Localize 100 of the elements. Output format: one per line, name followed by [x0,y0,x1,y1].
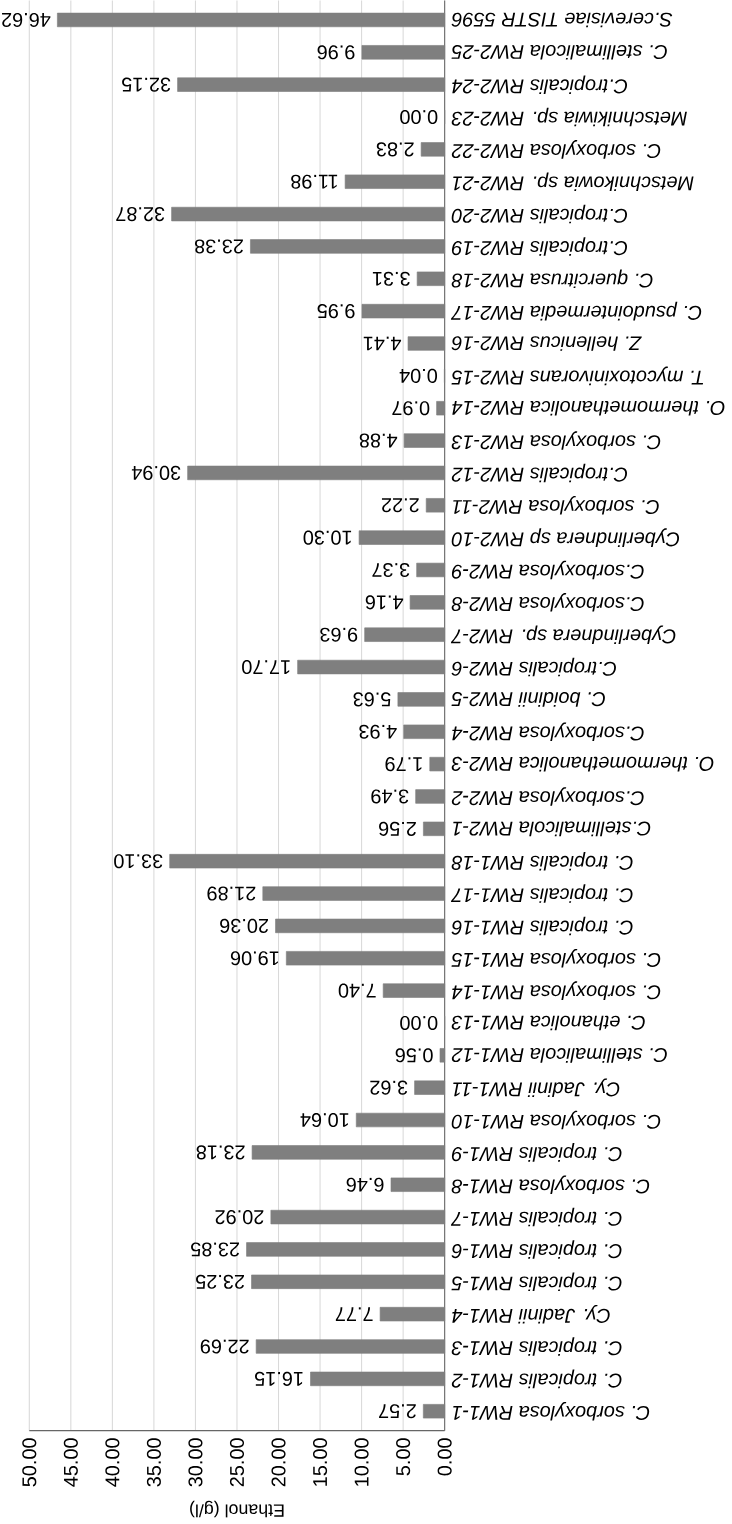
bar [425,498,445,513]
y-tick-label: C. tropicalis RW1-5 [451,1272,622,1292]
y-tick-label: T. mycotoxinivorans RW2-15 [451,366,703,386]
bar [251,1274,445,1289]
bar [390,1177,445,1192]
bar [56,12,445,28]
y-tick-label: C. tropicalis RW1-17 [450,884,633,903]
data-label: 4.88 [359,433,398,448]
data-label: 7.40 [338,983,376,998]
data-label: 23.18 [196,1145,245,1160]
y-tick-label: C.tropicalis RW2-6 [451,657,616,677]
data-label: 20.36 [220,918,268,933]
data-label: 2.56 [378,821,416,836]
bar [414,1080,445,1095]
data-label: 3.49 [371,789,409,804]
bar [275,918,445,934]
data-label: 19.06 [230,951,279,966]
bar [403,724,445,739]
x-tick-label: 0.00 [437,1438,452,1476]
bar [422,1404,445,1419]
y-tick-label: C. sorboxylosa RW1-8 [451,1175,650,1195]
y-tick-label: C. sorboxylosa RW2-22 [451,140,661,159]
data-label: 16.15 [254,1371,303,1386]
data-label: 21.89 [207,886,256,901]
bar [255,1339,445,1354]
x-tick-label: 40.00 [105,1438,120,1487]
bar [262,886,445,901]
data-label: 2.83 [376,142,414,157]
y-tick-label: C. sorboxylosa RW2-11 [453,496,659,515]
y-tick-label: C.sorboxylosa RW2-2 [451,787,644,806]
y-tick-label: Cy. Jadinii RW1-4 [452,1304,610,1324]
bar [439,1048,445,1063]
bar [251,1145,445,1160]
data-label: 9.63 [320,627,358,642]
y-tick-label: C. sorboxylosa RW2-13 [451,431,661,450]
bar [177,77,445,92]
y-tick-label: C. sorboxylosa RW1-10 [451,1110,661,1130]
data-label: 11.98 [291,174,338,189]
y-tick-label: C.sorboxylosa RW2-9 [451,560,644,580]
data-label: 33.10 [114,854,163,869]
data-label: 23.25 [195,1274,244,1289]
bar [397,692,445,707]
data-label: 3.31 [372,271,410,286]
data-label: 46.62 [1,12,51,27]
bar [171,206,445,222]
bar [379,1307,445,1322]
y-tick-label: Cyberlindnera sp. RW2-7 [450,625,676,644]
x-tick-label: 5.00 [396,1438,411,1476]
y-tick-label: O. thermomethanolica RW2-14 [452,400,725,416]
bar [420,142,445,157]
y-tick-label: Z. hellenicus RW2-16 [451,336,642,351]
data-label: 6.46 [346,1177,384,1192]
y-tick-label: C.tropicalis RW2-20 [451,204,627,224]
bar [361,45,445,60]
y-tick-label: Metschnikowia sp. RW2-21 [453,172,694,191]
x-axis-title: Ethanol (g/l) [190,1500,284,1518]
bar [169,854,445,869]
data-label: 2.57 [378,1404,416,1419]
data-label: 4.93 [359,724,397,739]
y-tick-label: C. tropicalis RW1-16 [451,916,633,936]
y-tick-label: C. ethanolica RW1-13 [451,1015,645,1031]
data-label: 32.15 [122,77,171,92]
data-label: 5.63 [353,692,391,707]
x-tick-label: 35.00 [146,1438,161,1487]
bar [344,174,445,189]
data-label: 30.94 [131,465,181,480]
data-label: 2.22 [381,498,419,513]
y-tick-label: C. tropicalis RW1-2 [451,1369,622,1389]
bar [423,821,445,836]
data-label: 0.97 [392,401,430,416]
x-tick-label: 50.00 [22,1438,37,1487]
data-label: 0.56 [395,1048,433,1063]
y-tick-label: C. tropicalis RW1-3 [451,1337,622,1356]
data-label: 10.64 [300,1112,349,1128]
bar [310,1371,445,1387]
data-label: 0.04 [399,368,437,383]
y-tick-label: C. quercitrusa RW2-18 [451,269,653,289]
bar [297,659,445,675]
y-tick-label: C.tropicalis RW2-19 [451,237,627,256]
bar [355,1112,445,1128]
bar [246,1242,445,1257]
x-tick-label: 10.00 [354,1438,369,1486]
y-tick-label: C.sorboxylosa RW2-8 [451,593,644,612]
bar [361,303,445,319]
y-tick-label: C. tropicalis RW1-6 [451,1240,622,1259]
y-tick-label: C. stellimalicola RW1-12 [451,1048,667,1063]
y-tick-label: Cy. Jadinii RW1-11 [453,1078,620,1097]
y-tick-label: C.tropicalis RW2-24 [452,75,627,94]
bar [250,239,445,254]
y-tick-label: C. tropicalis RW1-18 [451,851,633,871]
x-tick-label: 45.00 [63,1438,78,1487]
y-tick-label: Cyberlindnera sp RW2-10 [451,528,679,547]
data-label: 22.69 [200,1339,249,1354]
bar [436,401,445,416]
data-label: 3.62 [370,1080,408,1095]
data-label: 10.30 [303,530,352,545]
y-tick-label: C.tropicalis RW2-12 [451,463,627,483]
data-label: 3.37 [372,562,410,578]
data-label: 7.77 [335,1307,373,1321]
bar [416,271,445,286]
